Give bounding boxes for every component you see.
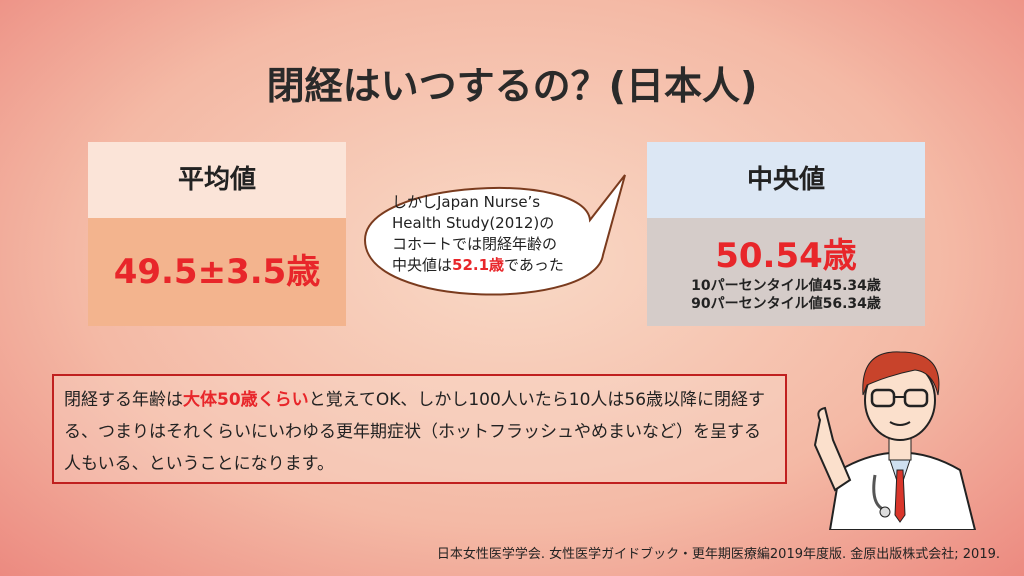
- text: であった: [504, 256, 564, 274]
- bubble-line: しかしJapan Nurse’s: [392, 193, 541, 211]
- median-header: 中央値: [647, 142, 925, 218]
- bubble-line: 中央値は52.1歳であった: [392, 255, 632, 276]
- note-box: 閉経する年齢は大体50歳くらいと覚えてOK、しかし100人いたら10人は56歳以…: [52, 374, 787, 484]
- title: 閉経はいつするの？(日本人): [266, 64, 758, 108]
- bubble-line: Health Study(2012)の: [392, 214, 555, 232]
- percentile: 10パーセンタイル値45.34歳: [691, 278, 881, 294]
- text: 中央値は: [392, 256, 453, 274]
- median-box: 50.54歳 10パーセンタイル値45.34歳 90パーセンタイル値56.34歳: [647, 218, 925, 326]
- highlight: 52.1歳: [452, 256, 505, 274]
- percentile: 90パーセンタイル値56.34歳: [691, 296, 881, 312]
- bubble-line: コホートでは閉経年齢の: [392, 235, 558, 253]
- doctor-illustration: [813, 351, 977, 530]
- mean-header: 平均値: [88, 142, 346, 218]
- bubble-text: しかしJapan Nurse’s Health Study(2012)の コホー…: [392, 192, 632, 276]
- text: と覚えてOK、しかし100人いたら10人は56歳以降に閉経する、つまりはそれくら…: [64, 390, 766, 474]
- mean-value: 49.5±3.5歳: [88, 218, 346, 326]
- speech-bubble: [363, 174, 626, 296]
- citation: 日本女性医学学会. 女性医学ガイドブック・更年期医療編2019年度版. 金原出版…: [436, 547, 1000, 562]
- text: 閉経する年齢は: [64, 390, 183, 410]
- highlight: 大体50歳くらい: [183, 390, 309, 410]
- median-value: 50.54歳: [715, 236, 857, 276]
